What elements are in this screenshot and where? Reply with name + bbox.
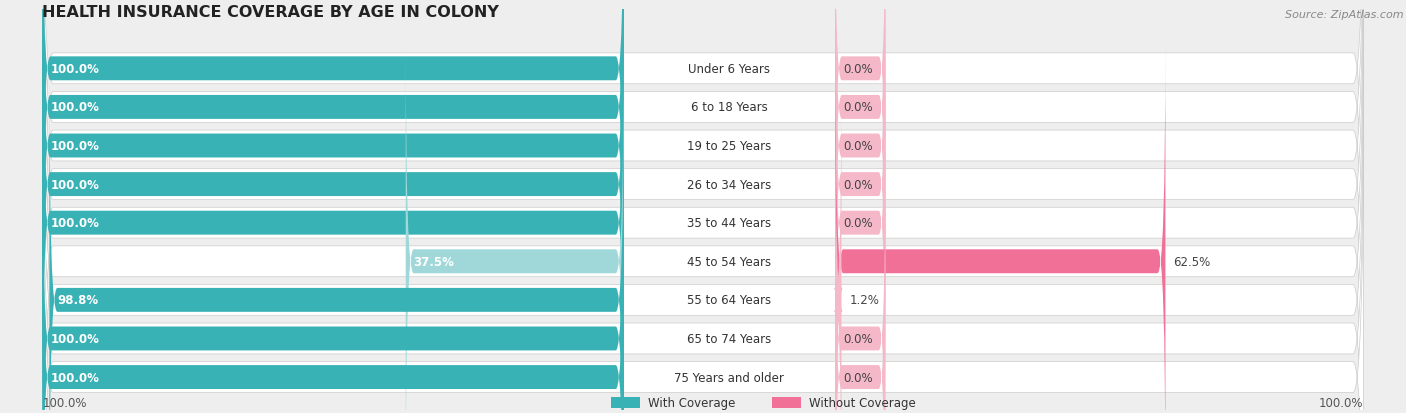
Text: 35 to 44 Years: 35 to 44 Years [688, 217, 772, 230]
Text: 100.0%: 100.0% [51, 140, 100, 153]
FancyBboxPatch shape [42, 0, 1364, 413]
Text: 0.0%: 0.0% [844, 178, 873, 191]
FancyBboxPatch shape [42, 120, 624, 413]
FancyBboxPatch shape [835, 4, 886, 365]
FancyBboxPatch shape [835, 43, 1166, 413]
Text: 6 to 18 Years: 6 to 18 Years [690, 101, 768, 114]
Text: Source: ZipAtlas.com: Source: ZipAtlas.com [1285, 10, 1403, 20]
Text: 0.0%: 0.0% [844, 332, 873, 345]
Text: 62.5%: 62.5% [1174, 255, 1211, 268]
FancyBboxPatch shape [49, 81, 624, 413]
FancyBboxPatch shape [42, 0, 624, 404]
FancyBboxPatch shape [42, 4, 624, 413]
FancyBboxPatch shape [610, 397, 640, 408]
FancyBboxPatch shape [42, 0, 1364, 413]
FancyBboxPatch shape [42, 0, 1364, 400]
Text: 100.0%: 100.0% [51, 101, 100, 114]
Text: 26 to 34 Years: 26 to 34 Years [688, 178, 772, 191]
Text: 45 to 54 Years: 45 to 54 Years [688, 255, 772, 268]
Text: Without Coverage: Without Coverage [808, 396, 915, 408]
Text: 100.0%: 100.0% [51, 370, 100, 384]
Text: 65 to 74 Years: 65 to 74 Years [688, 332, 772, 345]
FancyBboxPatch shape [835, 0, 886, 288]
FancyBboxPatch shape [42, 0, 624, 327]
FancyBboxPatch shape [835, 197, 886, 413]
FancyBboxPatch shape [835, 158, 886, 413]
Text: With Coverage: With Coverage [648, 396, 735, 408]
FancyBboxPatch shape [835, 0, 886, 327]
Text: 100.0%: 100.0% [51, 63, 100, 76]
Text: 55 to 64 Years: 55 to 64 Years [688, 294, 772, 306]
Text: 0.0%: 0.0% [844, 217, 873, 230]
FancyBboxPatch shape [42, 158, 624, 413]
FancyBboxPatch shape [42, 0, 1364, 362]
FancyBboxPatch shape [834, 81, 844, 413]
Text: Under 6 Years: Under 6 Years [689, 63, 770, 76]
FancyBboxPatch shape [42, 85, 1364, 413]
FancyBboxPatch shape [835, 0, 886, 250]
Text: 37.5%: 37.5% [413, 255, 454, 268]
FancyBboxPatch shape [42, 46, 1364, 413]
Text: 19 to 25 Years: 19 to 25 Years [688, 140, 772, 153]
Text: 98.8%: 98.8% [58, 294, 98, 306]
Text: 0.0%: 0.0% [844, 63, 873, 76]
FancyBboxPatch shape [42, 0, 1364, 413]
Text: 0.0%: 0.0% [844, 101, 873, 114]
FancyBboxPatch shape [42, 0, 624, 365]
Text: HEALTH INSURANCE COVERAGE BY AGE IN COLONY: HEALTH INSURANCE COVERAGE BY AGE IN COLO… [42, 5, 499, 20]
Text: 100.0%: 100.0% [1319, 396, 1364, 408]
Text: 1.2%: 1.2% [849, 294, 879, 306]
FancyBboxPatch shape [406, 43, 624, 413]
Text: 0.0%: 0.0% [844, 370, 873, 384]
FancyBboxPatch shape [772, 397, 801, 408]
Text: 75 Years and older: 75 Years and older [675, 370, 785, 384]
FancyBboxPatch shape [835, 43, 886, 404]
FancyBboxPatch shape [42, 0, 1364, 413]
Text: 100.0%: 100.0% [51, 178, 100, 191]
Text: 0.0%: 0.0% [844, 140, 873, 153]
FancyBboxPatch shape [42, 0, 624, 288]
Text: 100.0%: 100.0% [42, 396, 87, 408]
FancyBboxPatch shape [42, 7, 1364, 413]
Text: 100.0%: 100.0% [51, 332, 100, 345]
Text: 100.0%: 100.0% [51, 217, 100, 230]
